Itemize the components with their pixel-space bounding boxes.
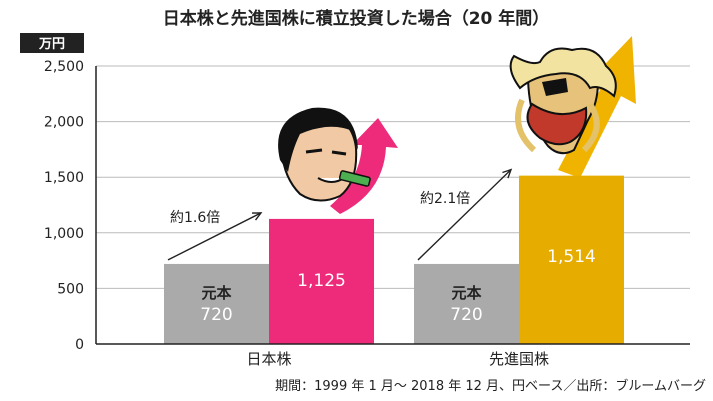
result-value-label: 1,514: [547, 247, 596, 267]
principal-caption: 元本: [451, 284, 481, 302]
y-tick-label: 2,000: [44, 115, 84, 131]
data-labels: 元本 720 1,125 元本 720 1,514: [200, 247, 596, 325]
growth-annotation-label: 約2.1倍: [420, 191, 470, 207]
x-axis-categories: 日本株 先進国株: [246, 350, 549, 368]
principal-value-label: 720: [450, 305, 482, 325]
x-category-label: 先進国株: [489, 350, 549, 368]
y-tick-label: 1,000: [44, 226, 84, 242]
result-value-label: 1,125: [297, 271, 346, 291]
result-bar: [519, 175, 624, 344]
y-tick-label: 2,500: [44, 59, 84, 75]
y-axis-ticks: 0 500 1,000 1,500 2,000 2,500: [44, 59, 84, 353]
principal-bar: [414, 263, 519, 344]
x-category-label: 日本株: [246, 350, 291, 368]
growth-arrow-line: [417, 169, 512, 261]
chart-title: 日本株と先進国株に積立投資した場合（20 年間）: [163, 8, 550, 29]
cartoon-viking-face-icon: [509, 47, 617, 155]
principal-value-label: 720: [200, 305, 232, 325]
y-tick-label: 0: [75, 337, 84, 353]
growth-arrow-line: [167, 212, 262, 261]
unit-label-box: [20, 33, 84, 53]
unit-label: 万円: [38, 37, 65, 52]
footnote: 期間：1999 年 1 月～ 2018 年 12 月、円ベース／出所：ブルームバ…: [275, 378, 706, 394]
bars: [164, 175, 624, 344]
growth-annotation-label: 約1.6倍: [170, 210, 220, 226]
growth-arrow-head: [502, 168, 513, 179]
cartoon-man-face-icon: [278, 107, 371, 202]
principal-bar: [164, 263, 269, 344]
y-tick-label: 1,500: [44, 170, 84, 186]
principal-caption: 元本: [201, 284, 231, 302]
result-bar: [269, 218, 374, 344]
y-tick-label: 500: [57, 281, 84, 297]
growth-arrow-head: [251, 212, 263, 221]
growth-annotations: 約1.6倍 約2.1倍: [167, 168, 513, 261]
